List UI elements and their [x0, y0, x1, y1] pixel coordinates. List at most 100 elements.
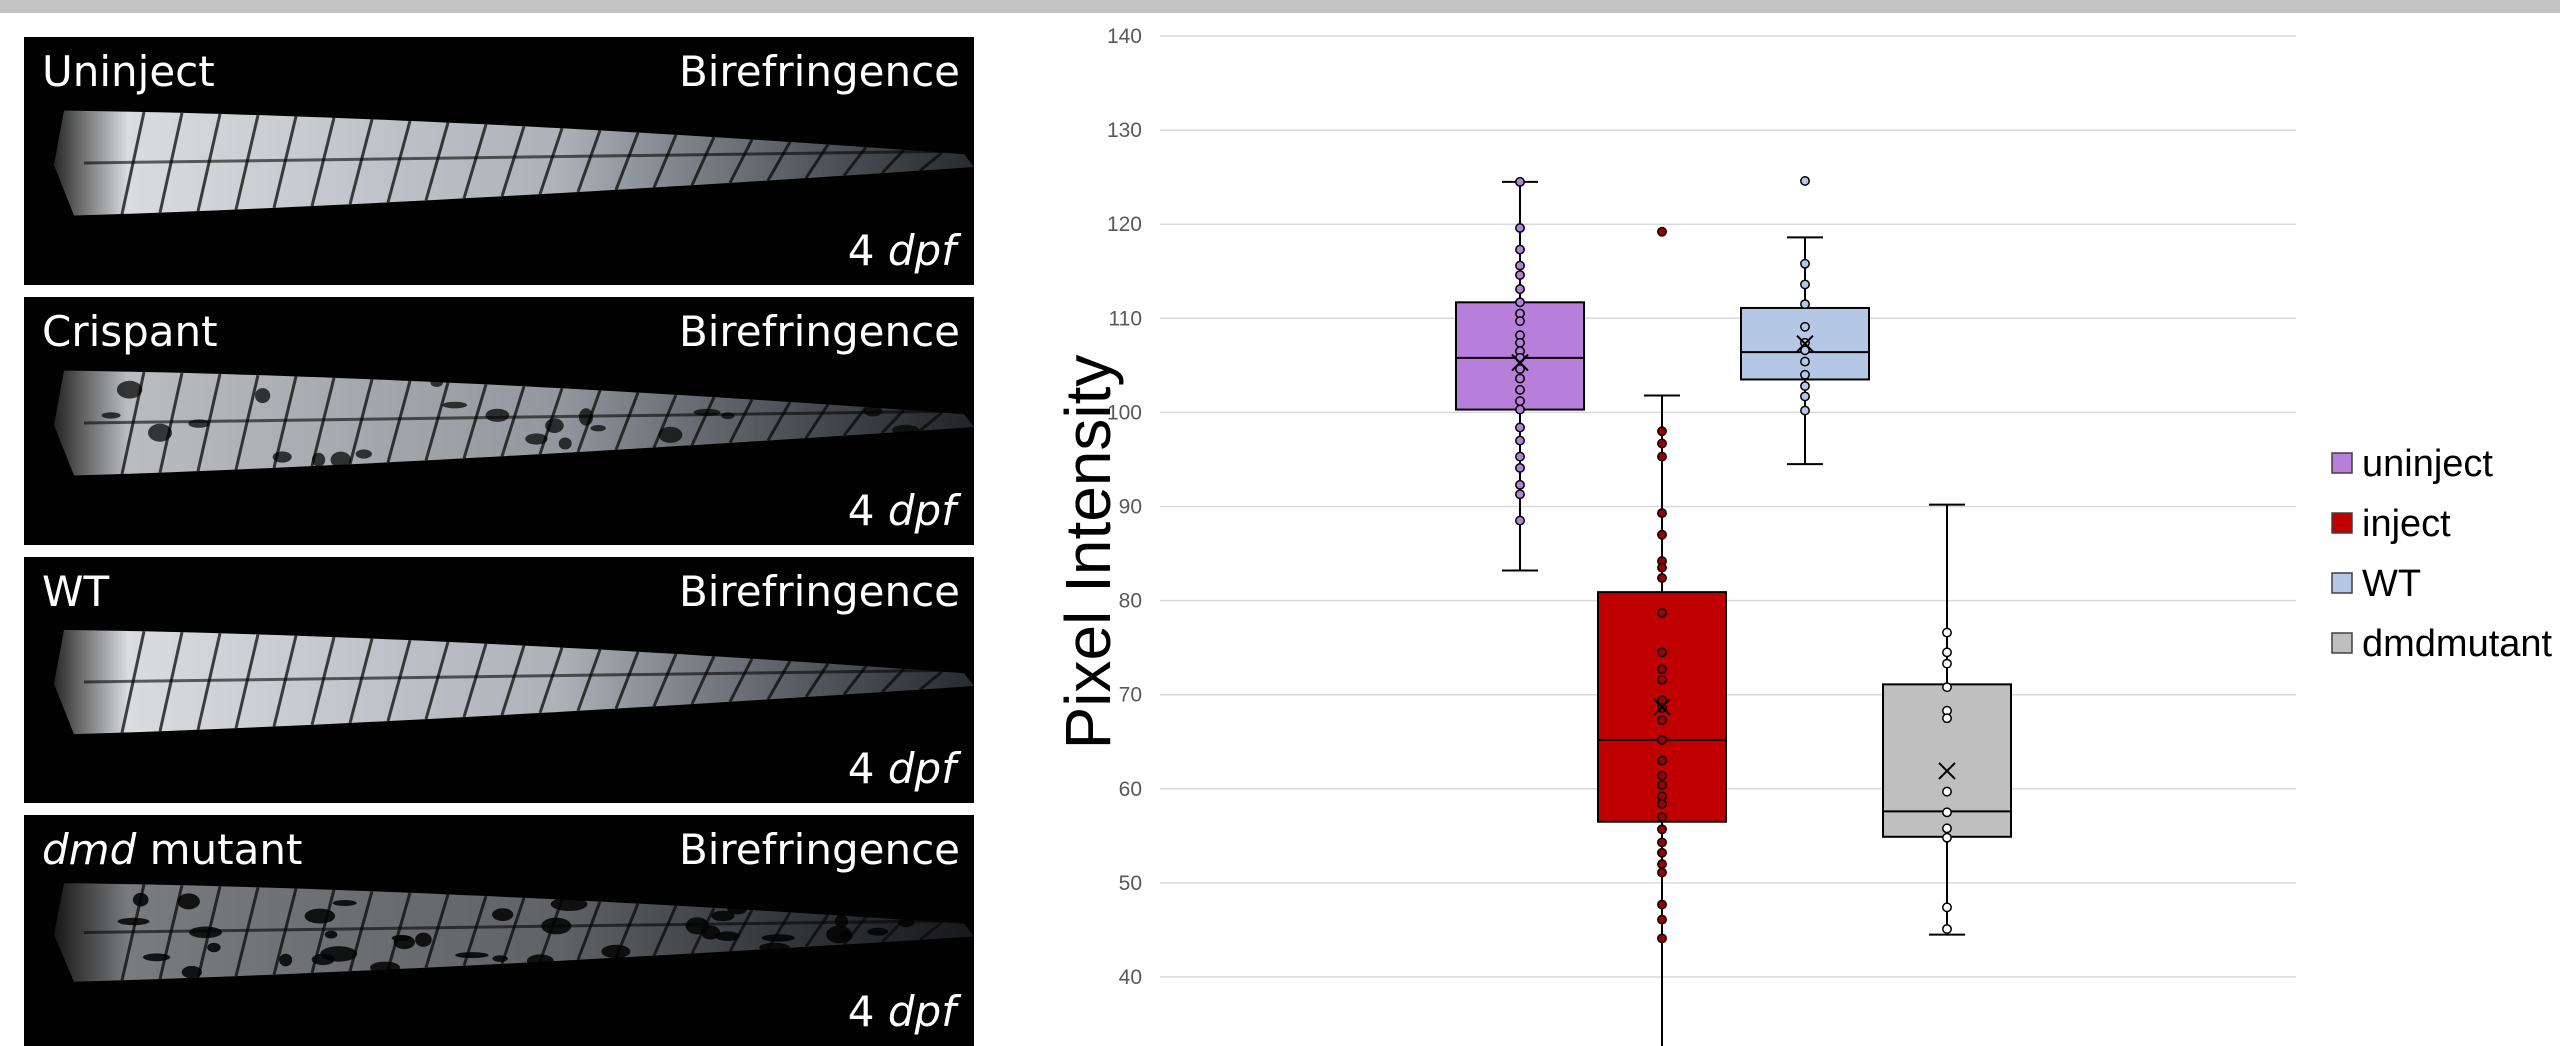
data-point	[1657, 824, 1667, 835]
data-point	[1515, 384, 1525, 395]
data-point	[1515, 223, 1525, 233]
data-point	[1942, 924, 1952, 934]
data-point	[1657, 562, 1667, 573]
data-point	[1800, 391, 1810, 402]
data-point	[1657, 933, 1667, 944]
data-point	[1515, 451, 1525, 462]
data-point	[1800, 258, 1810, 269]
data-point	[1942, 786, 1952, 797]
data-point	[1657, 755, 1667, 766]
y-tick-label: 130	[1107, 119, 1142, 142]
data-point	[1942, 832, 1952, 843]
horizontal-myoseptum	[83, 409, 974, 425]
data-point	[1515, 373, 1525, 384]
data-point	[1657, 664, 1667, 675]
box-WT	[1740, 175, 1870, 466]
data-point	[1942, 902, 1952, 913]
data-point	[1800, 405, 1810, 416]
y-axis-ticks: 40 50 60 70 80 90 100 110 120 130 140	[1107, 25, 1142, 989]
data-point	[1800, 175, 1810, 186]
horizontal-myoseptum	[83, 919, 974, 934]
muscle-segments	[120, 111, 943, 215]
panel-title: Birefringence	[678, 47, 960, 96]
data-point	[1800, 321, 1810, 332]
fish-image-dmd-mutant	[54, 883, 974, 982]
data-point	[1515, 404, 1525, 415]
data-point	[1942, 823, 1952, 834]
y-tick-label: 80	[1119, 590, 1142, 613]
legend-label: WT	[2362, 563, 2421, 605]
data-point	[1657, 451, 1667, 462]
panel-crispant: Crispant Birefringence 4 dpf	[24, 297, 974, 545]
legend-item-inject: inject	[2331, 503, 2451, 545]
data-point	[1515, 479, 1525, 490]
panel-stage: 4 dpf	[847, 987, 956, 1036]
data-point	[1515, 337, 1525, 348]
data-point	[1515, 515, 1525, 526]
data-point	[1657, 812, 1667, 822]
y-tick-label: 70	[1119, 684, 1142, 707]
data-point	[1657, 780, 1667, 790]
data-point	[1942, 658, 1952, 669]
data-point	[1657, 734, 1667, 745]
data-point	[1657, 847, 1667, 858]
data-point	[1657, 573, 1667, 583]
gridlines	[1160, 35, 2296, 978]
box-uninject	[1455, 176, 1585, 572]
y-tick-label: 40	[1119, 966, 1142, 989]
data-point	[1657, 529, 1667, 540]
top-bar	[0, 0, 2560, 13]
data-point	[1800, 381, 1810, 392]
y-tick-label: 50	[1119, 872, 1142, 895]
mean-marker	[1938, 762, 1956, 780]
legend-item-uninject: uninject	[2331, 443, 2493, 485]
data-point	[1515, 364, 1525, 375]
legend-item-dmdmutant: dmdmutant	[2331, 623, 2553, 665]
data-point	[1515, 422, 1525, 433]
data-point	[1942, 627, 1952, 638]
panel-dmd-mutant: dmd mutant Birefringence 4 dpf	[24, 815, 974, 1046]
data-point	[1657, 438, 1667, 449]
legend-swatch	[2331, 572, 2353, 594]
data-point	[1515, 260, 1525, 271]
data-point	[1657, 607, 1667, 618]
data-point	[1800, 356, 1810, 367]
data-point	[1657, 914, 1667, 925]
data-point	[1657, 899, 1667, 910]
fish-image-uninject	[54, 110, 974, 216]
data-point	[1515, 435, 1525, 446]
mean-marker	[1653, 698, 1671, 716]
mean-marker	[1796, 334, 1814, 353]
data-point	[1657, 647, 1667, 658]
data-point	[1657, 867, 1667, 878]
data-point	[1800, 345, 1810, 356]
legend-label: uninject	[2362, 443, 2493, 485]
y-tick-label: 60	[1119, 778, 1142, 801]
data-point	[1800, 299, 1810, 310]
box-inject	[1597, 226, 1727, 1046]
fish-image-crispant	[54, 370, 974, 476]
horizontal-myoseptum	[83, 149, 974, 165]
y-tick-label: 110	[1109, 307, 1142, 330]
panel-title: Birefringence	[678, 307, 960, 356]
data-point	[1657, 770, 1667, 781]
panel-label: Crispant	[42, 307, 218, 356]
y-tick-label: 140	[1107, 25, 1142, 48]
muscle-segments	[120, 631, 943, 733]
panel-wt: WT Birefringence 4 dpf	[24, 557, 974, 803]
data-point	[1942, 647, 1952, 658]
panel-label: WT	[42, 567, 110, 616]
data-point	[1515, 316, 1525, 327]
data-point	[1515, 284, 1525, 295]
panel-label: Uninject	[42, 47, 215, 96]
data-point	[1515, 297, 1525, 308]
legend: uninject inject WT dmdmutant	[2331, 443, 2553, 665]
panel-stage: 4 dpf	[847, 486, 956, 535]
lesion-patches	[101, 378, 920, 468]
y-tick-label: 100	[1107, 401, 1142, 424]
mean-marker	[1511, 353, 1529, 372]
legend-swatch	[2331, 452, 2353, 474]
data-point	[1515, 462, 1525, 473]
data-point	[1657, 859, 1667, 870]
panel-title: Birefringence	[678, 567, 960, 616]
